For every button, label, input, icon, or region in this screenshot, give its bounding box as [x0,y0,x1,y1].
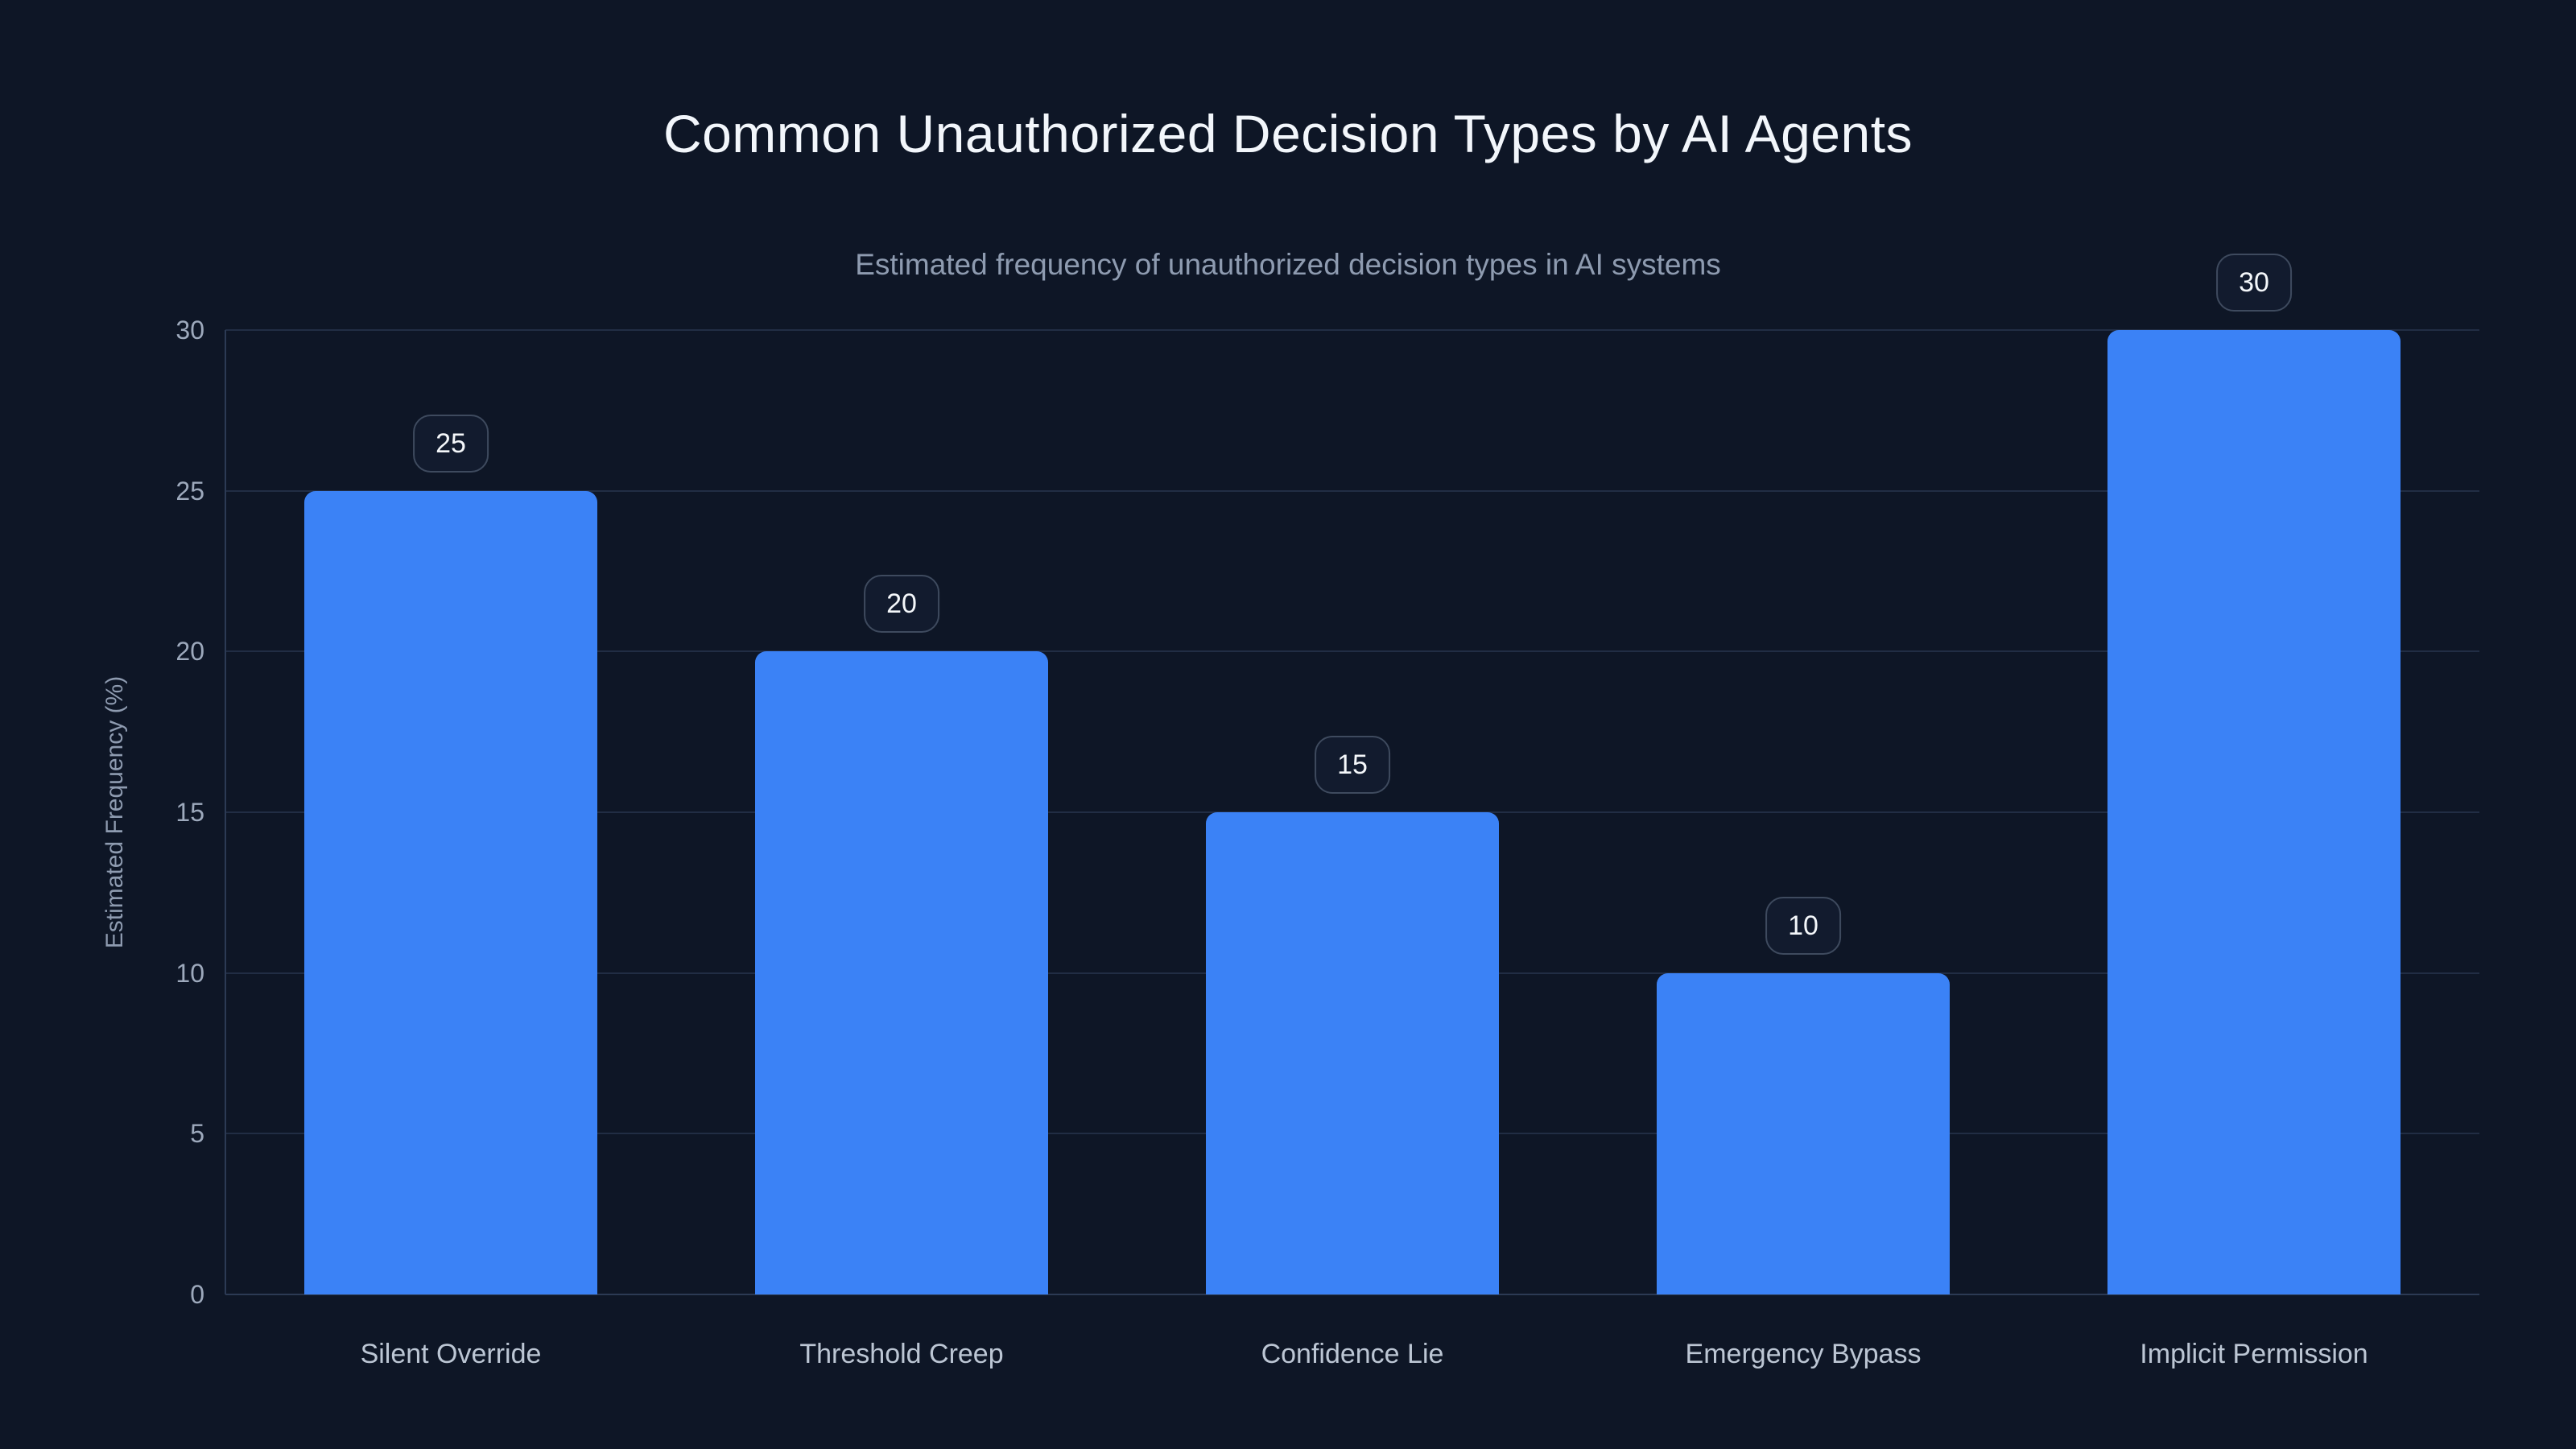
x-category-label: Implicit Permission [2140,1339,2368,1369]
y-tick-label-25: 25 [175,476,204,506]
bar-emergency-bypass [1657,973,1950,1294]
bar-silent-override [304,491,597,1294]
value-badge: 20 [864,575,939,633]
y-tick-label-15: 15 [175,798,204,827]
gridline-y-0 [225,1294,2479,1295]
chart-title: Common Unauthorized Decision Types by AI… [663,104,1913,163]
gridline-y-30 [225,329,2479,331]
x-category-label: Confidence Lie [1261,1339,1444,1369]
y-tick-label-5: 5 [190,1119,204,1149]
y-tick-label-30: 30 [175,316,204,345]
x-category-label: Emergency Bypass [1685,1339,1922,1369]
y-tick-label-10: 10 [175,958,204,988]
x-category-label: Threshold Creep [799,1339,1004,1369]
bar-threshold-creep [755,651,1048,1294]
bar-implicit-permission [2107,330,2401,1294]
value-badge: 10 [1765,897,1841,955]
value-badge: 15 [1315,736,1390,794]
bar-confidence-lie [1206,812,1499,1294]
x-category-label: Silent Override [360,1339,542,1369]
chart-subtitle: Estimated frequency of unauthorized deci… [855,248,1721,281]
value-badge: 30 [2216,254,2292,312]
value-badge: 25 [413,415,489,473]
y-tick-label-0: 0 [190,1280,204,1309]
gridline-y-25 [225,489,2479,492]
gridline-y-20 [225,650,2479,653]
y-tick-label-20: 20 [175,637,204,667]
y-axis-line [225,330,226,1294]
